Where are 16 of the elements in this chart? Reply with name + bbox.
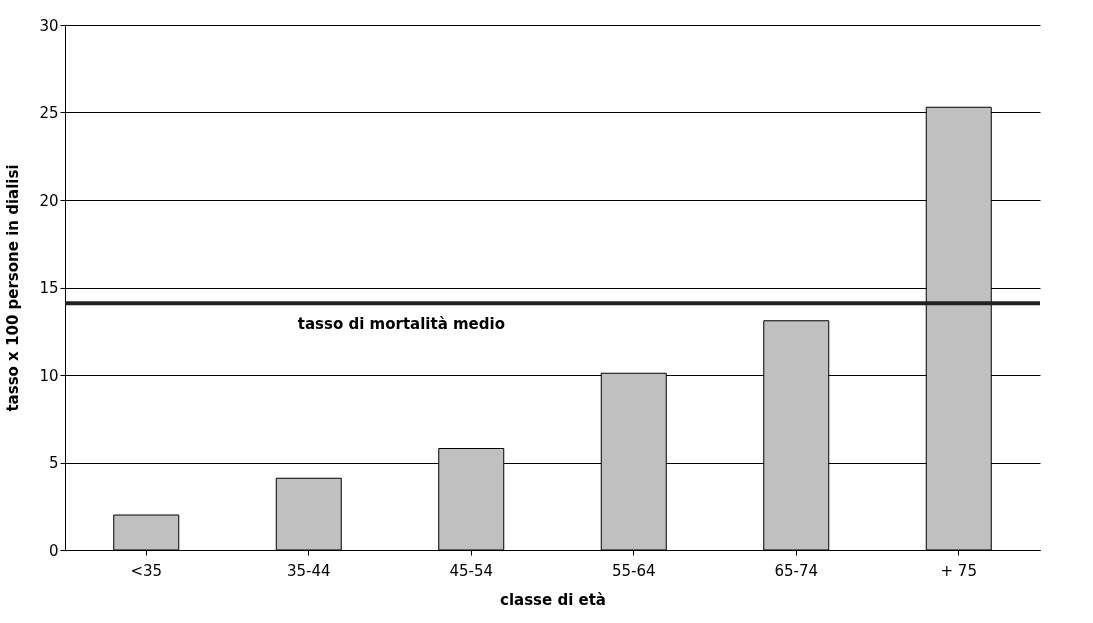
x-tick-label: 45-54 [449, 561, 494, 580]
x-tick-label: <35 [130, 561, 163, 580]
x-tick-label: 35-44 [286, 561, 331, 580]
y-tick-label: 25 [39, 104, 59, 122]
y-tick-label: 5 [48, 454, 59, 472]
y-tick-label: 15 [39, 279, 59, 297]
y-tick-label: 10 [39, 366, 59, 385]
x-axis-title: classe di età [500, 590, 606, 609]
x-tick-label: + 75 [940, 561, 977, 580]
y-tick-label: 0 [48, 541, 59, 560]
x-tick-label: 65-74 [774, 561, 819, 580]
y-tick-label: 30 [39, 16, 59, 35]
ref-line-label: tasso di mortalità medio [297, 315, 505, 334]
y-tick-label: 20 [39, 191, 59, 210]
x-tick-label: 55-64 [611, 561, 656, 580]
y-axis-title: tasso x 100 persone in dialisi [4, 164, 23, 412]
